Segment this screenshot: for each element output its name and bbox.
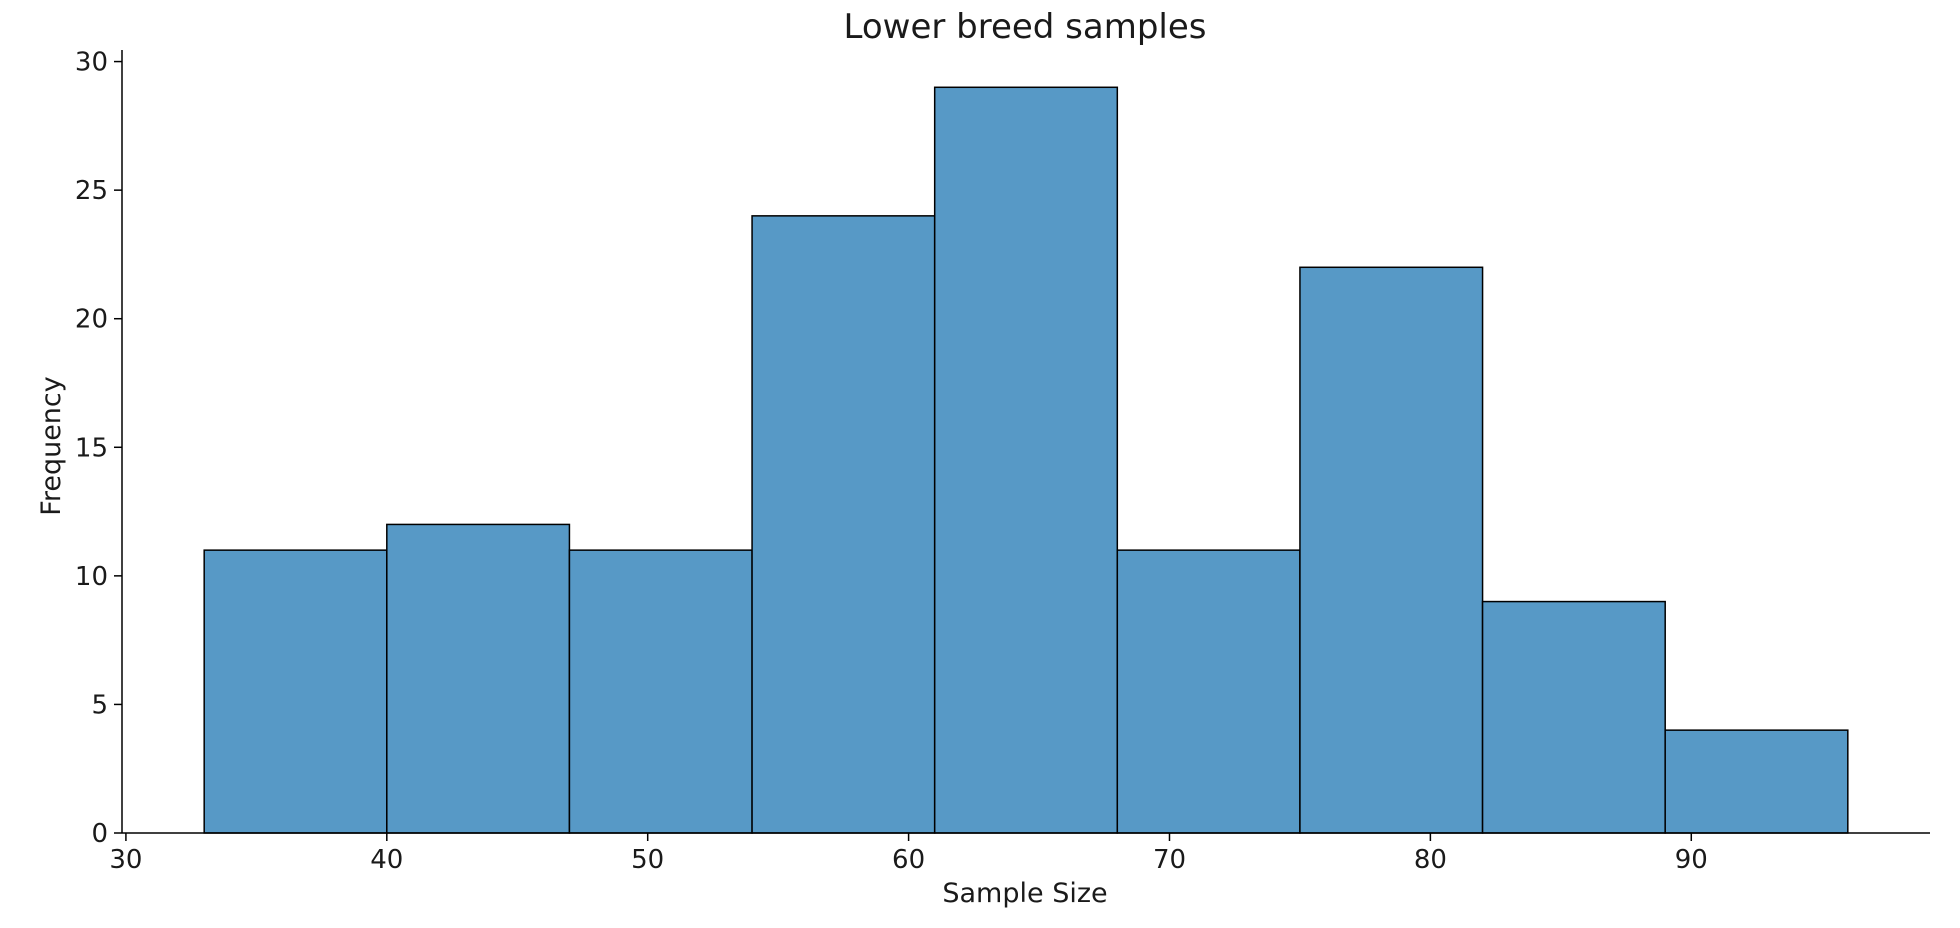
- y-axis-label: Frequency: [36, 376, 67, 516]
- y-tick-label: 10: [75, 562, 108, 592]
- y-tick-label: 25: [75, 176, 108, 206]
- histogram-bar-3: [568, 549, 753, 834]
- y-tick-label: 30: [75, 48, 108, 78]
- histogram-bar-1: [203, 549, 388, 834]
- y-tick-label: 0: [91, 819, 108, 849]
- x-tick-label: 80: [1414, 845, 1447, 875]
- x-tick-label: 60: [892, 845, 925, 875]
- y-axis-ticks: 0 5 10 15 20 25 30: [75, 48, 122, 849]
- histogram-bar-9: [1664, 729, 1849, 834]
- x-tick-label: 90: [1675, 845, 1708, 875]
- x-axis-label: Sample Size: [942, 878, 1107, 909]
- bars-group: [203, 86, 1849, 834]
- histogram-bar-4: [751, 215, 936, 834]
- histogram-bar-8: [1481, 600, 1666, 834]
- y-tick-label: 20: [75, 305, 108, 335]
- y-tick-label: 15: [75, 433, 108, 463]
- histogram-bar-5: [933, 86, 1119, 834]
- y-tick-label: 5: [91, 690, 108, 720]
- histogram-bar-7: [1299, 266, 1484, 834]
- x-tick-label: 70: [1153, 845, 1186, 875]
- chart-title: Lower breed samples: [843, 7, 1206, 47]
- histogram-bar-2: [386, 523, 571, 834]
- x-axis-ticks: 30 40 50 60 70 80 90: [109, 833, 1708, 875]
- histogram-bar-6: [1116, 549, 1301, 834]
- x-tick-label: 50: [631, 845, 664, 875]
- x-tick-label: 30: [109, 845, 142, 875]
- x-tick-label: 40: [370, 845, 403, 875]
